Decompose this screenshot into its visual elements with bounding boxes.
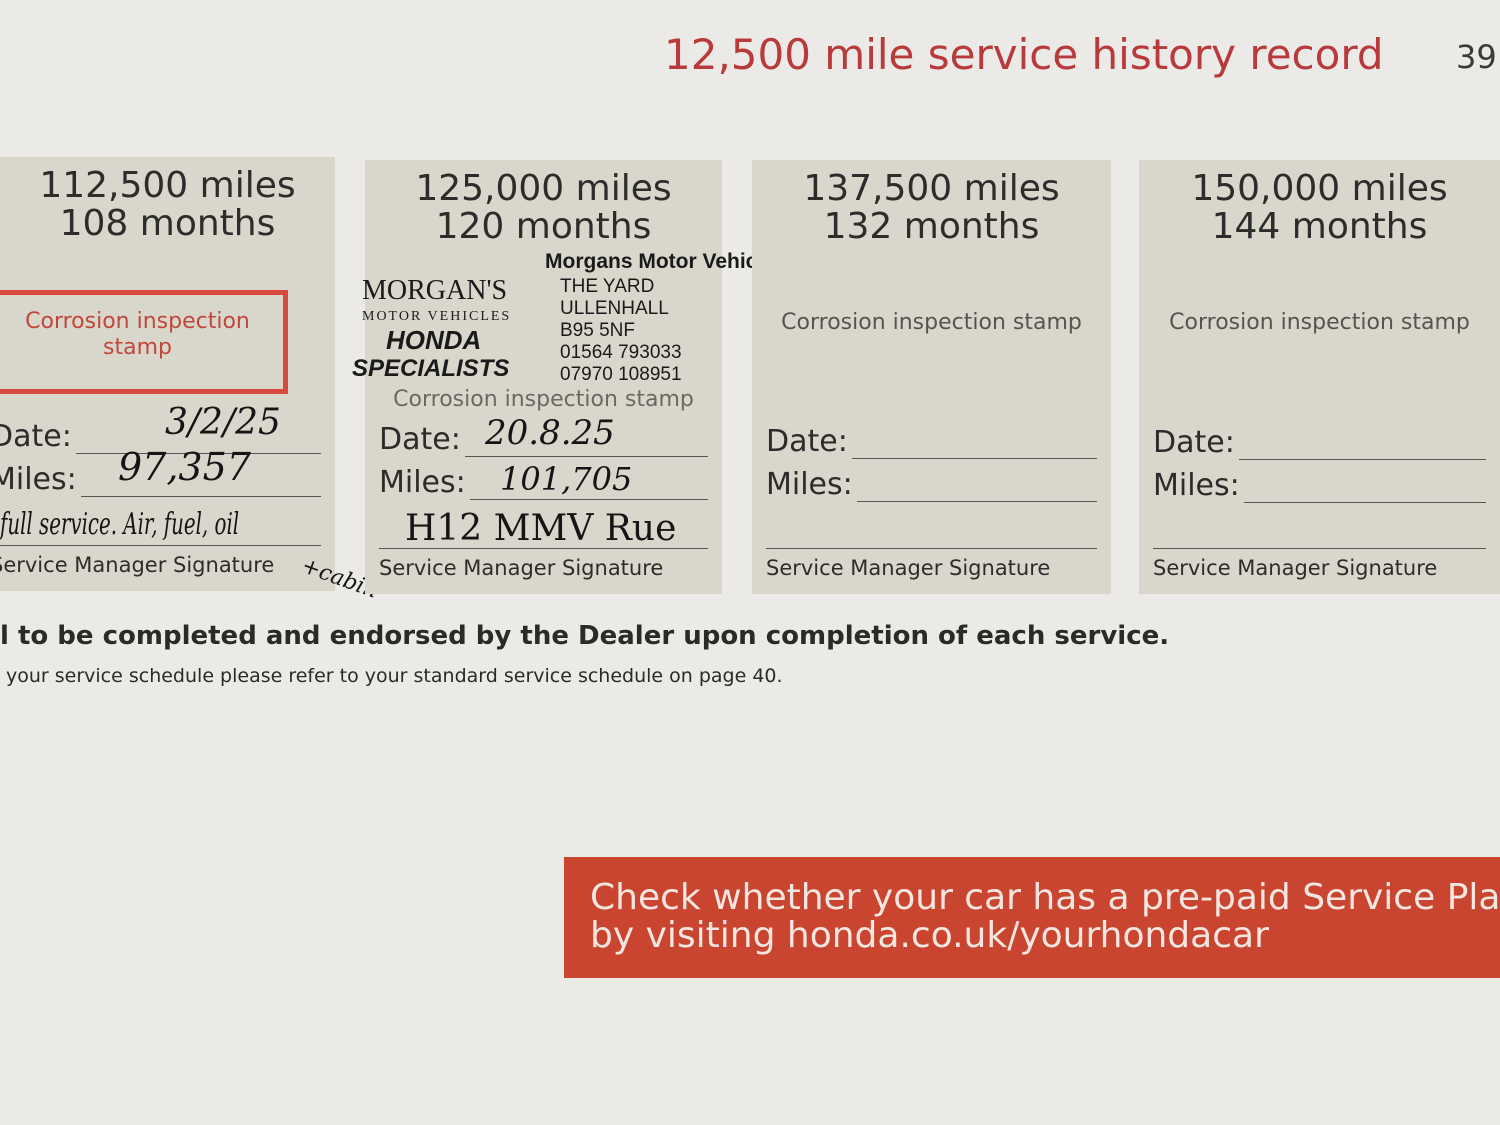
date-field: Date: — [0, 419, 321, 454]
handwritten-date: 3/2/25 — [165, 402, 281, 443]
card-months: 144 months — [1211, 206, 1428, 247]
miles-field: Miles: — [379, 465, 708, 500]
service-card-125000: 125,000 miles 120 months Corrosion inspec… — [365, 160, 722, 594]
miles-field[interactable]: Miles: — [766, 467, 1097, 502]
service-card-150000: 150,000 miles 144 months Corrosion inspec… — [1139, 160, 1500, 594]
handwritten-miles: 97,357 — [118, 445, 251, 489]
service-card-112500: 112,500 miles 108 months Corrosion inspec… — [0, 157, 335, 591]
card-miles: 150,000 miles — [1191, 168, 1448, 209]
dealer-stamp-name: Morgans Motor Vehicles — [545, 250, 787, 273]
card-miles: 137,500 miles — [803, 168, 1060, 209]
card-miles: 125,000 miles — [415, 168, 672, 209]
date-field: Date: — [379, 422, 708, 457]
dealer-address: THE YARD ULLENHALL B95 5NF 01564 793033 0797… — [560, 276, 682, 385]
signature-label: Service Manager Signature — [379, 556, 664, 580]
dealer-note: l to be completed and endorsed by the De… — [0, 621, 1170, 651]
corrosion-stamp-placeholder: Corrosion inspection stamp — [25, 309, 250, 360]
card-months: 132 months — [823, 206, 1040, 247]
signature-label: Service Manager Signature — [0, 553, 275, 577]
service-card-137500: 137,500 miles 132 months Corrosion inspec… — [752, 160, 1111, 594]
handwritten-miles: 101,705 — [500, 460, 633, 498]
dealer-logo-subtext: MOTOR VEHICLES — [362, 309, 512, 324]
corrosion-stamp-placeholder: Corrosion inspection stamp — [1169, 310, 1470, 335]
card-months: 108 months — [59, 203, 276, 244]
page-title: 12,500 mile service history record — [664, 30, 1384, 79]
card-months: 120 months — [435, 206, 652, 247]
handwritten-notes: full service. Air, fuel, oil — [0, 507, 240, 542]
miles-field[interactable]: Miles: — [1153, 468, 1486, 503]
dealer-logo-specialists: SPECIALISTS — [352, 355, 510, 382]
miles-field: Miles: — [0, 462, 321, 497]
dealer-logo-honda: HONDA — [386, 325, 482, 355]
dealer-red-stamp — [0, 290, 288, 394]
corrosion-stamp-placeholder: Corrosion inspection stamp — [781, 310, 1082, 335]
handwritten-notes: H12 MMV Rue — [405, 508, 677, 549]
banner-line-1: Check whether your car has a pre-paid Se… — [590, 877, 1500, 918]
dealer-logo-text: MORGAN'S — [362, 275, 508, 306]
schedule-note: your service schedule please refer to yo… — [6, 665, 783, 687]
service-plan-banner: Check whether your car has a pre-paid Se… — [564, 857, 1500, 978]
signature-label: Service Manager Signature — [1153, 556, 1438, 580]
card-miles: 112,500 miles — [39, 165, 296, 206]
banner-line-2: by visiting honda.co.uk/yourhondacar — [590, 915, 1269, 956]
date-field[interactable]: Date: — [1153, 425, 1486, 460]
corrosion-stamp-placeholder: Corrosion inspection stamp — [393, 387, 694, 412]
handwritten-date: 20.8.25 — [485, 413, 615, 453]
date-field[interactable]: Date: — [766, 424, 1097, 459]
page-number: 39 — [1456, 38, 1497, 76]
signature-label: Service Manager Signature — [766, 556, 1051, 580]
